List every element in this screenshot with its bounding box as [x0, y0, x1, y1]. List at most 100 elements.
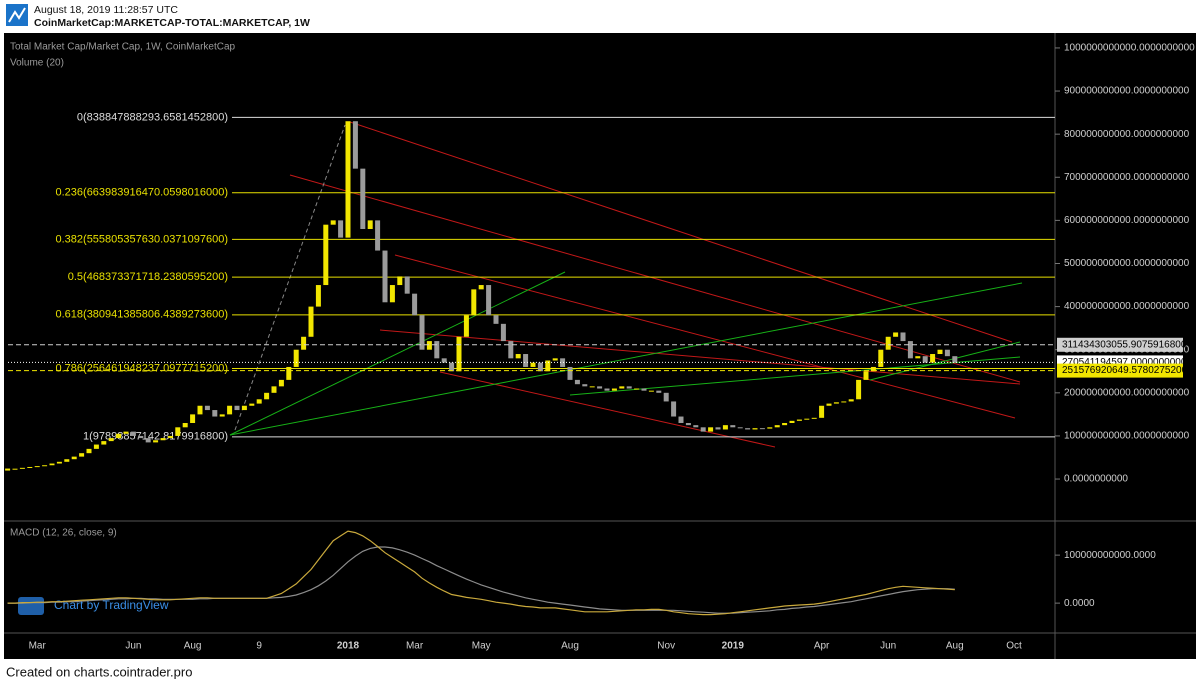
price-label-box	[1057, 337, 1183, 352]
candle	[249, 403, 255, 406]
candle	[767, 427, 773, 429]
x-tick-label: May	[472, 641, 491, 652]
candle	[715, 427, 721, 430]
candle	[56, 461, 62, 464]
candle	[227, 405, 233, 415]
trendline	[229, 271, 566, 436]
candle	[49, 463, 55, 466]
candle	[345, 121, 351, 238]
fib-label: 0.5(468373371718.2380595200)	[68, 271, 228, 283]
candle	[870, 366, 876, 372]
trendline	[229, 282, 1023, 436]
x-tick-label: Aug	[561, 641, 579, 652]
timestamp: August 18, 2019 11:28:57 UTC	[34, 4, 178, 16]
candle	[153, 440, 159, 443]
candle	[841, 401, 847, 403]
candle	[382, 250, 388, 303]
candle	[34, 466, 40, 468]
candle	[404, 276, 410, 294]
candle	[900, 332, 906, 342]
fib-label: 0.786(256461948237.0977715200)	[56, 362, 229, 374]
y-tick-label: 0.0000	[1064, 598, 1095, 609]
candle	[819, 405, 825, 418]
candle	[167, 435, 173, 439]
logo-icon	[8, 7, 26, 23]
candle	[523, 354, 529, 367]
x-tick-label: Mar	[29, 641, 47, 652]
candle	[856, 379, 862, 400]
chart-title: Total Market Cap/Market Cap, 1W, CoinMar…	[10, 42, 236, 53]
x-tick-label: Jun	[880, 641, 896, 652]
candle	[175, 427, 181, 436]
candle	[71, 456, 77, 460]
trendline	[439, 371, 776, 448]
x-tick-label: Nov	[657, 641, 675, 652]
candle	[789, 420, 795, 423]
tradingview-logo	[18, 597, 44, 615]
candle	[308, 306, 314, 337]
price-label-box	[1057, 363, 1183, 378]
candle	[315, 285, 321, 307]
x-tick-label: Aug	[184, 641, 202, 652]
candle	[256, 399, 262, 404]
fib-label: 0(838847888293.6581452800)	[77, 111, 228, 123]
candle	[678, 416, 684, 423]
candle	[952, 356, 958, 363]
watermark[interactable]: Chart by TradingView	[54, 598, 169, 612]
candle	[745, 428, 751, 430]
y-tick-label: 400000000000.0000000000	[1064, 301, 1190, 312]
chart-background	[4, 33, 1196, 659]
candle	[301, 336, 307, 350]
symbol: CoinMarketCap:MARKETCAP-TOTAL:MARKETCAP,…	[34, 17, 310, 29]
candle	[471, 289, 477, 316]
candle	[685, 423, 691, 426]
candle	[700, 427, 706, 432]
y-tick-label: 100000000000.0000000000	[1064, 431, 1190, 442]
x-tick-label: Oct	[1006, 641, 1022, 652]
candle	[116, 433, 122, 439]
candle	[286, 366, 292, 380]
candle	[626, 386, 632, 389]
y-tick-label: 800000000000.0000000000	[1064, 129, 1190, 140]
candle	[907, 341, 913, 359]
x-tick-label: 9	[256, 641, 262, 652]
candle	[737, 427, 743, 429]
footer: Created on charts.cointrader.pro	[6, 664, 192, 679]
y-tick-label: 1000000000000.0000000000	[1064, 43, 1195, 54]
macd-line	[7, 530, 955, 616]
candle	[212, 410, 218, 417]
candle	[537, 362, 543, 372]
candle	[145, 438, 151, 443]
y-tick-label: 200000000000.0000000000	[1064, 387, 1190, 398]
candle	[375, 220, 381, 251]
y-tick-label: 900000000000.0000000000	[1064, 86, 1190, 97]
candle	[264, 392, 270, 400]
candle	[515, 354, 521, 359]
candle	[530, 362, 536, 367]
candle	[160, 438, 166, 441]
fib-label: 1(97898857142.8179916800)	[83, 431, 228, 443]
candle	[493, 315, 499, 324]
candle	[915, 356, 921, 359]
x-tick-label: 2018	[337, 641, 360, 652]
candle	[64, 459, 70, 462]
x-tick-label: 2019	[722, 641, 745, 652]
candle	[182, 423, 188, 428]
candle	[693, 425, 699, 428]
candle	[456, 336, 462, 372]
candle	[219, 414, 225, 417]
candle	[478, 285, 484, 290]
candle	[937, 349, 943, 355]
candle	[833, 402, 839, 404]
x-tick-label: Apr	[814, 641, 830, 652]
candle	[611, 388, 617, 391]
price-label: 270541194597.0000000000	[1062, 357, 1187, 368]
candle	[338, 220, 344, 238]
candle	[671, 401, 677, 417]
candle	[123, 431, 129, 434]
candle	[389, 285, 395, 303]
candle	[552, 358, 558, 361]
candle	[352, 121, 358, 169]
candle	[848, 399, 854, 402]
candle	[782, 423, 788, 426]
